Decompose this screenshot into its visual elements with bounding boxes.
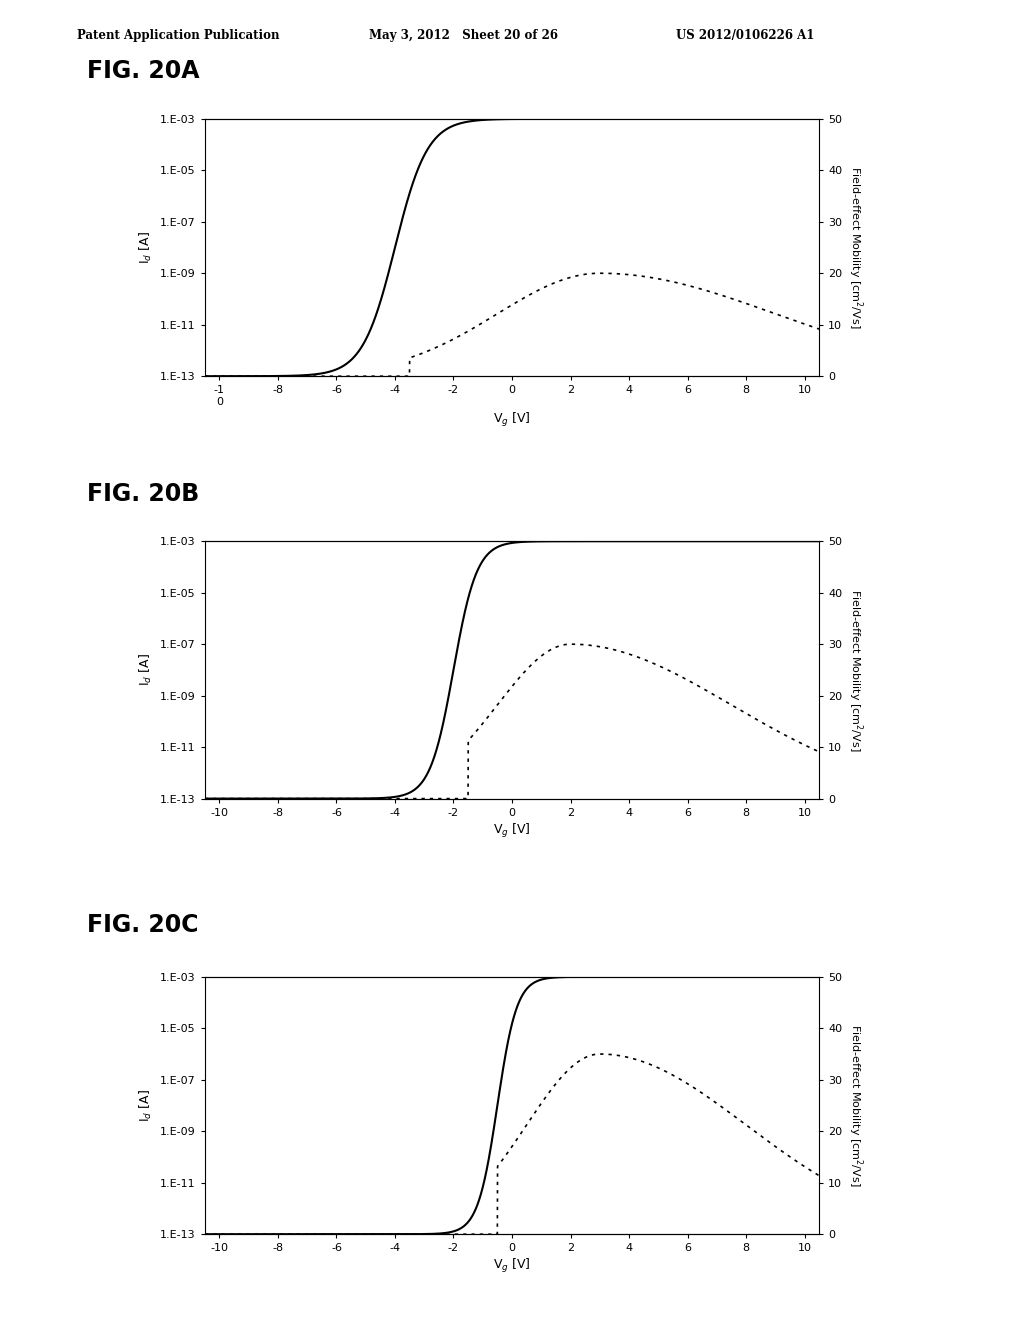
Y-axis label: Field-effect Mobility [cm$^2$/Vs]: Field-effect Mobility [cm$^2$/Vs] [846,589,864,751]
Text: May 3, 2012   Sheet 20 of 26: May 3, 2012 Sheet 20 of 26 [369,29,558,42]
Y-axis label: Field-effect Mobility [cm$^2$/Vs]: Field-effect Mobility [cm$^2$/Vs] [846,166,864,329]
Y-axis label: I$_d$ [A]: I$_d$ [A] [138,1089,155,1122]
Text: FIG. 20B: FIG. 20B [87,482,200,506]
X-axis label: V$_g$ [V]: V$_g$ [V] [494,822,530,840]
Text: US 2012/0106226 A1: US 2012/0106226 A1 [676,29,814,42]
Y-axis label: Field-effect Mobility [cm$^2$/Vs]: Field-effect Mobility [cm$^2$/Vs] [846,1024,864,1187]
Text: FIG. 20A: FIG. 20A [87,59,200,83]
X-axis label: V$_g$ [V]: V$_g$ [V] [494,1258,530,1275]
Text: FIG. 20C: FIG. 20C [87,913,199,937]
Y-axis label: I$_d$ [A]: I$_d$ [A] [138,653,155,686]
Y-axis label: I$_d$ [A]: I$_d$ [A] [138,231,155,264]
Text: Patent Application Publication: Patent Application Publication [77,29,280,42]
X-axis label: V$_g$ [V]: V$_g$ [V] [494,411,530,429]
